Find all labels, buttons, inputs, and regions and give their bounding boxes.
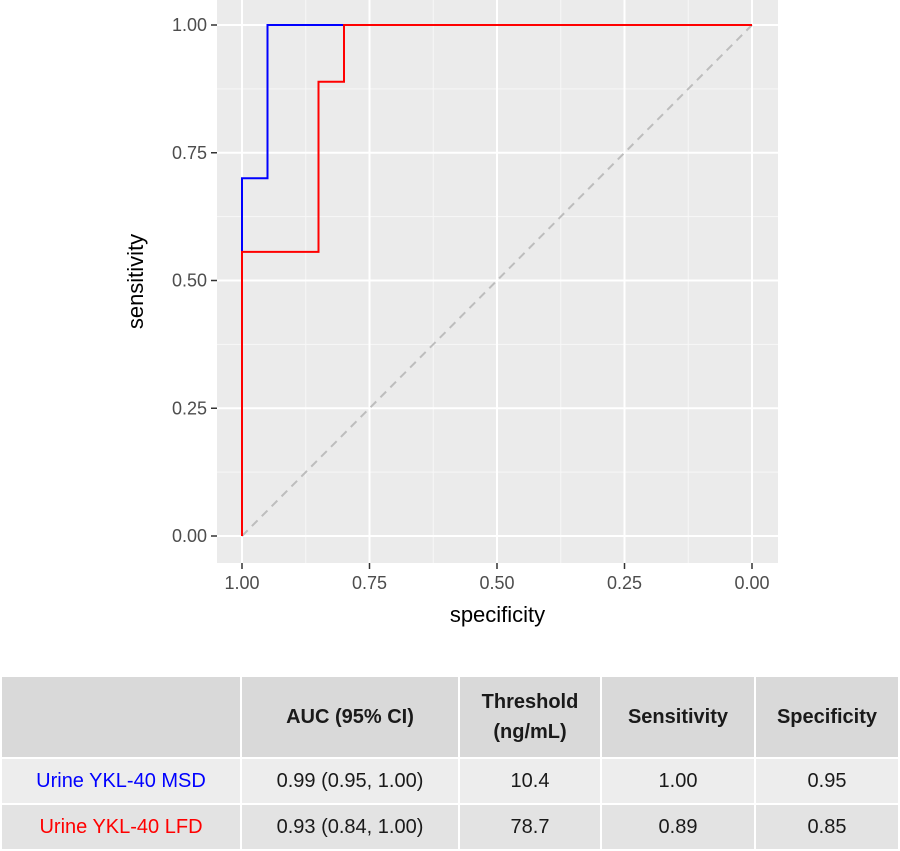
row-label-lfd: Urine YKL-40 LFD (0, 803, 242, 851)
y-tick-label: 0.50 (172, 271, 207, 291)
y-axis-title: sensitivity (123, 234, 148, 329)
cell-threshold-msd: 10.4 (458, 757, 602, 805)
cell-sensitivity-msd: 1.00 (600, 757, 756, 805)
y-tick-label: 1.00 (172, 15, 207, 35)
x-tick-label: 1.00 (224, 573, 259, 593)
cell-specificity-lfd: 0.85 (754, 803, 900, 851)
table-row-msd: Urine YKL-40 MSD 0.99 (0.95, 1.00) 10.4 … (0, 757, 900, 805)
cell-specificity-msd: 0.95 (754, 757, 900, 805)
x-tick-label: 0.50 (479, 573, 514, 593)
header-cell-sensitivity: Sensitivity (600, 675, 756, 759)
series-line-lfd (241, 24, 752, 536)
cell-auc-lfd: 0.93 (0.84, 1.00) (240, 803, 460, 851)
header-cell-specificity: Specificity (754, 675, 900, 759)
y-tick-label: 0.25 (172, 398, 207, 418)
x-tick-label: 0.00 (734, 573, 769, 593)
y-tick-label: 0.75 (172, 143, 207, 163)
x-tick-label: 0.25 (607, 573, 642, 593)
x-axis-ticks: 1.00 0.75 0.50 0.25 0.00 (224, 563, 770, 593)
header-cell-blank (0, 675, 242, 759)
cell-threshold-lfd: 78.7 (458, 803, 602, 851)
y-tick-label: 0.00 (172, 526, 207, 546)
roc-chart: 1.00 0.75 0.50 0.25 0.00 0.000.250.500.751.0… (123, 0, 778, 627)
x-axis-title: specificity (450, 602, 545, 627)
cell-sensitivity-lfd: 0.89 (600, 803, 756, 851)
metrics-table: AUC (95% CI) Threshold (ng/mL) Sensitivi… (0, 675, 900, 851)
threshold-header-text: Threshold (ng/mL) (481, 691, 579, 743)
header-cell-auc: AUC (95% CI) (240, 675, 460, 759)
cell-auc-msd: 0.99 (0.95, 1.00) (240, 757, 460, 805)
header-cell-threshold: Threshold (ng/mL) (458, 675, 602, 759)
table-row-lfd: Urine YKL-40 LFD 0.93 (0.84, 1.00) 78.7 … (0, 803, 900, 851)
table-header-row: AUC (95% CI) Threshold (ng/mL) Sensitivi… (0, 675, 900, 759)
y-axis-ticks: 0.00 0.25 0.50 0.75 1.00 (172, 15, 217, 546)
x-tick-label: 0.75 (352, 573, 387, 593)
row-label-msd: Urine YKL-40 MSD (0, 757, 242, 805)
